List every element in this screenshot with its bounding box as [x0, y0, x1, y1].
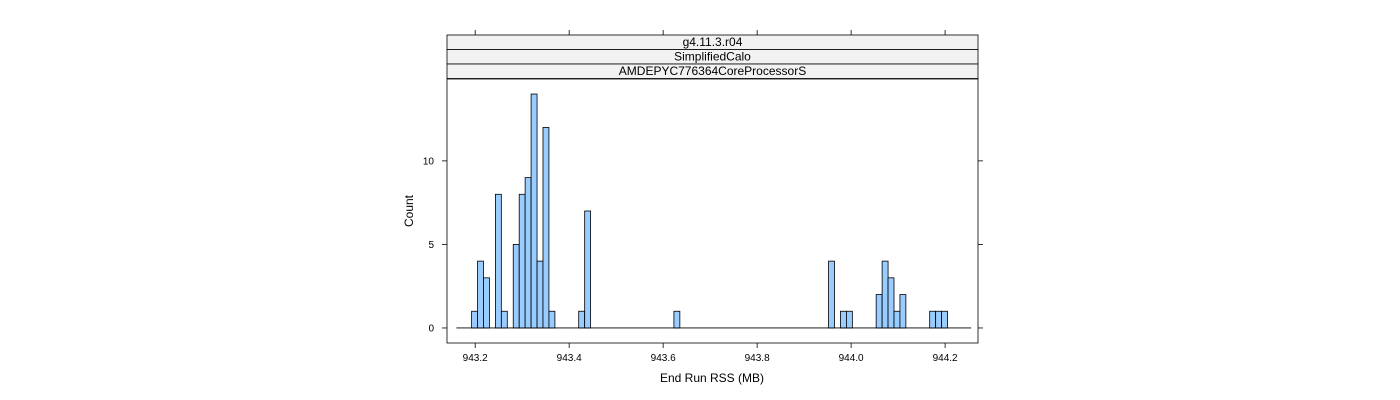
panel-strips: g4.11.3.r04SimplifiedCaloAMDEPYC776364Co… — [446, 34, 979, 79]
histogram-bar — [673, 310, 681, 329]
y-tick-label: 5 — [428, 240, 434, 251]
plot-border — [446, 78, 979, 344]
y-tick-label: 0 — [428, 323, 434, 334]
y-axis-ticks: 0 5 10 — [423, 156, 983, 334]
histogram-bar — [518, 193, 526, 329]
histogram-bar — [471, 310, 478, 329]
plot-frame — [446, 78, 979, 344]
histogram-bars — [471, 93, 948, 329]
histogram-bar — [584, 210, 592, 329]
histogram-bar — [494, 193, 502, 329]
strip-label: SimplifiedCalo — [674, 50, 751, 64]
x-tick-label: 943.2 — [463, 353, 488, 364]
histogram-bar — [840, 310, 847, 329]
histogram-bar — [524, 177, 532, 329]
strip-box — [446, 63, 979, 79]
histogram-bar — [846, 310, 853, 329]
x-axis-ticks: 943.2 943.4 943.6 943.8 944.0 944.2 — [463, 30, 958, 364]
x-axis-title: End Run RSS (MB) — [660, 371, 764, 385]
x-tick-label: 943.8 — [745, 353, 770, 364]
histogram-bar — [828, 260, 835, 329]
x-tick-label: 943.6 — [651, 353, 676, 364]
x-tick-label: 944.0 — [839, 353, 864, 364]
histogram-bar — [477, 260, 484, 329]
x-tick-label: 944.2 — [933, 353, 958, 364]
histogram-bar — [500, 310, 508, 329]
histogram-bar — [893, 310, 901, 329]
strip-label: g4.11.3.r04 — [683, 35, 743, 49]
y-axis-title: Count — [402, 194, 416, 227]
x-tick-label: 943.4 — [557, 353, 582, 364]
histogram-bar — [881, 260, 889, 329]
histogram-bar — [483, 277, 490, 329]
histogram-bar — [935, 310, 942, 329]
histogram-bar — [542, 127, 550, 329]
histogram-bar — [887, 277, 895, 329]
histogram-bar — [512, 244, 520, 329]
histogram-bar — [578, 310, 586, 329]
histogram-bar — [875, 294, 883, 329]
histogram-bar — [899, 294, 907, 329]
y-tick-label: 10 — [423, 156, 435, 167]
strip-label: AMDEPYC776364CoreProcessorS — [619, 64, 806, 78]
histogram-bar — [548, 310, 556, 329]
histogram-bar — [530, 93, 538, 329]
histogram-bar — [941, 310, 948, 329]
histogram-bar — [929, 310, 937, 329]
histogram-bar — [536, 260, 544, 329]
